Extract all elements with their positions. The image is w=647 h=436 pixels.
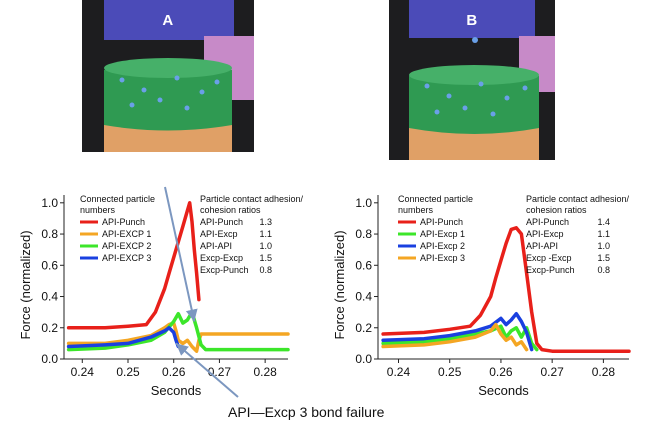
x-tick-label: 0.24 (71, 365, 95, 379)
x-tick-label: 0.27 (208, 365, 232, 379)
x-tick-label: 0.24 (387, 365, 411, 379)
ratio-title: Particle contact adhesion/ (526, 194, 630, 204)
ratio-title: cohesion ratios (200, 205, 261, 215)
ratio-value: 1.1 (597, 229, 610, 239)
ratio-value: 1.4 (597, 217, 610, 227)
ratio-label: API-API (526, 241, 558, 251)
ratio-label: Excp-Excp (200, 253, 243, 263)
ratio-value: 1.1 (259, 229, 272, 239)
ratio-label: Excp-Punch (200, 265, 249, 275)
ratio-value: 1.5 (259, 253, 272, 263)
punch-shape (104, 0, 234, 40)
legend-entry: API-EXCP 3 (102, 253, 151, 263)
y-tick-label: 0.2 (41, 321, 58, 335)
annotation-arrow (175, 342, 239, 398)
annotation-arrow (164, 186, 198, 322)
legend-title: numbers (80, 205, 116, 215)
series-line-1 (66, 201, 201, 330)
ratio-value: 1.0 (597, 241, 610, 251)
ratio-value: 0.8 (259, 265, 272, 275)
series-line-3 (66, 310, 290, 352)
legend-entry: API-Excp 3 (420, 253, 465, 263)
x-tick-label: 0.25 (438, 365, 462, 379)
series-line-1 (381, 226, 631, 353)
series-line-3 (381, 311, 534, 352)
legend-entry: API-Punch (102, 217, 145, 227)
simulation-render-b (389, 0, 555, 160)
legend-title: numbers (398, 205, 434, 215)
ratio-label: API-Punch (526, 217, 569, 227)
y-axis-label: Force (normalized) (332, 230, 347, 339)
powder-bed-shape (409, 69, 539, 134)
series-line-2 (381, 324, 539, 352)
force-chart-a: 0.0 0.2 0.4 0.6 0.8 1.0 0.24 0.25 0.26 0.27 0.28 Se… (18, 186, 304, 398)
x-tick-label: 0.28 (253, 365, 277, 379)
y-tick-label: 0.0 (355, 352, 372, 366)
powder-bed-shape (104, 62, 232, 131)
panel-label-b: B (466, 12, 478, 29)
y-tick-label: 1.0 (41, 196, 58, 210)
ratio-value: 1.0 (259, 241, 272, 251)
y-tick-label: 1.0 (355, 196, 372, 210)
legend-entry: API-Excp 1 (420, 229, 465, 239)
ratio-label: Excp -Excp (526, 253, 572, 263)
legend-entry: API-EXCP 1 (102, 229, 151, 239)
legend-entry: API-EXCP 2 (102, 241, 151, 251)
y-tick-label: 0.6 (355, 258, 372, 272)
legend-entry: API-Punch (420, 217, 463, 227)
legend-title: Connected particle (80, 194, 155, 204)
punch-shape (409, 0, 535, 38)
x-tick-label: 0.28 (592, 365, 616, 379)
y-tick-label: 0.6 (41, 258, 58, 272)
x-axis-label: Seconds (478, 383, 529, 398)
ratio-label: Excp-Punch (526, 265, 575, 275)
y-tick-label: 0.4 (41, 290, 58, 304)
y-tick-label: 0.8 (355, 227, 372, 241)
y-tick-label: 0.8 (41, 227, 58, 241)
y-tick-label: 0.0 (41, 352, 58, 366)
series-line-4 (66, 326, 181, 349)
x-tick-label: 0.26 (489, 365, 513, 379)
simulation-panel-a: A (82, 0, 254, 152)
ratio-label: API-Punch (200, 217, 243, 227)
ratio-title: Particle contact adhesion/ (200, 194, 304, 204)
x-tick-label: 0.25 (116, 365, 140, 379)
ratio-value: 0.8 (597, 265, 610, 275)
ratio-label: API-API (200, 241, 232, 251)
y-axis-label: Force (normalized) (18, 230, 33, 339)
force-chart-b: 0.0 0.2 0.4 0.6 0.8 1.0 0.24 0.25 0.26 0.27 0.28 Se… (332, 194, 631, 398)
legend-entry: API-Excp 2 (420, 241, 465, 251)
x-tick-label: 0.27 (540, 365, 564, 379)
loose-particle (472, 37, 478, 43)
bond-failure-annotation: API—Excp 3 bond failure (228, 404, 385, 420)
y-tick-label: 0.4 (355, 290, 372, 304)
x-tick-label: 0.26 (162, 365, 186, 379)
simulation-panel-b: B (389, 0, 555, 160)
series-line-4 (381, 322, 529, 352)
simulation-render-a (82, 0, 254, 152)
y-tick-label: 0.2 (355, 321, 372, 335)
x-axis-label: Seconds (151, 383, 202, 398)
legend-title: Connected particle (398, 194, 473, 204)
ratio-label: API-Excp (526, 229, 564, 239)
ratio-label: API-Excp (200, 229, 238, 239)
panel-label-a: A (162, 12, 174, 29)
ratio-title: cohesion ratios (526, 205, 587, 215)
ratio-value: 1.5 (597, 253, 610, 263)
ratio-value: 1.3 (259, 217, 272, 227)
